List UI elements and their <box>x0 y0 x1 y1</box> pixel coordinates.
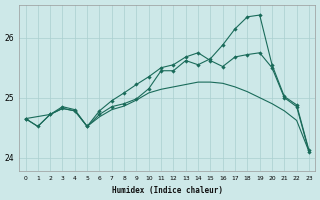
X-axis label: Humidex (Indice chaleur): Humidex (Indice chaleur) <box>112 186 223 195</box>
